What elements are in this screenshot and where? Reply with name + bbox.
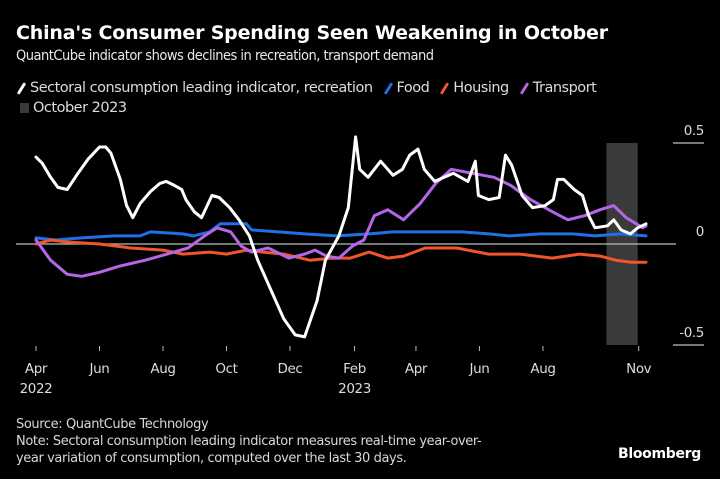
y-tick-label: -0.5: [679, 325, 704, 341]
x-tick-year-label: 2022: [20, 381, 53, 397]
legend-item-food: Food: [383, 80, 430, 96]
legend-label: Food: [396, 80, 430, 96]
chart-subtitle: QuantCube indicator shows declines in re…: [16, 48, 434, 64]
shaded-box-swatch-icon: [20, 103, 29, 113]
legend-label: Housing: [453, 80, 509, 96]
x-tick-label: Apr: [25, 361, 48, 377]
x-tick-label: Oct: [215, 361, 237, 377]
source-note: Source: QuantCube Technology: [16, 417, 209, 432]
x-tick-label: Nov: [626, 361, 652, 377]
footer: Source: QuantCube Technology Note: Secto…: [16, 416, 482, 467]
methodology-note-line-1: Note: Sectoral consumption leading indic…: [16, 434, 482, 449]
housing-series-line: [34, 238, 648, 264]
legend: Sectoral consumption leading indicator, …: [16, 78, 606, 118]
bloomberg-logo: Bloomberg: [617, 446, 701, 462]
x-tick-label: Apr: [405, 361, 428, 377]
legend-label: Sectoral consumption leading indicator, …: [30, 80, 373, 96]
x-tick-label: Aug: [150, 361, 175, 377]
methodology-note-line-2: year variation of consumption, computed …: [16, 451, 407, 466]
chart-title: China's Consumer Spending Seen Weakening…: [16, 22, 608, 44]
legend-item-housing: Housing: [439, 80, 509, 96]
food-series-line: [34, 222, 648, 242]
x-tick-label: Dec: [278, 361, 303, 377]
legend-item-october-2023: October 2023: [16, 100, 127, 116]
transport-series-line: [34, 167, 648, 278]
x-tick-label: Feb: [343, 361, 366, 377]
y-tick-label: 0.5: [684, 123, 704, 139]
x-tick-year-label: 2023: [338, 381, 371, 397]
legend-item-recreation: Sectoral consumption leading indicator, …: [16, 80, 373, 96]
y-tick-label: 0: [696, 224, 704, 240]
recreation-series-line: [34, 135, 648, 339]
legend-label: Transport: [532, 80, 597, 96]
x-tick-label: Jun: [468, 361, 489, 377]
legend-item-transport: Transport: [519, 80, 597, 96]
x-tick-label: Aug: [530, 361, 555, 377]
legend-label: October 2023: [33, 100, 127, 116]
x-tick-label: Jun: [89, 361, 110, 377]
